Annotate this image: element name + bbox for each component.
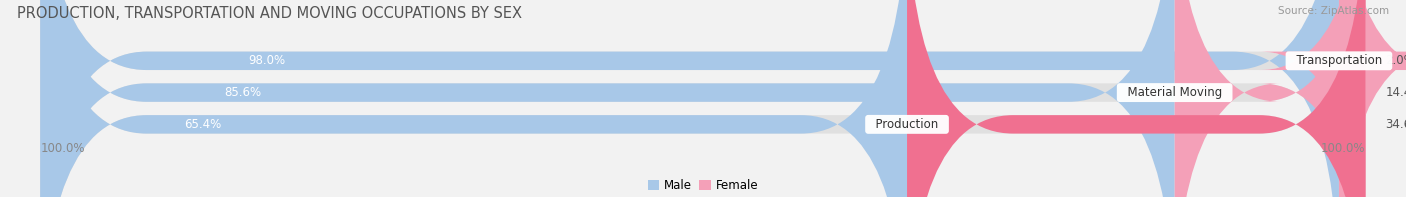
Text: Material Moving: Material Moving — [1119, 86, 1229, 99]
Text: 2.0%: 2.0% — [1385, 54, 1406, 67]
FancyBboxPatch shape — [41, 0, 1365, 197]
Text: 85.6%: 85.6% — [224, 86, 262, 99]
Text: Source: ZipAtlas.com: Source: ZipAtlas.com — [1278, 6, 1389, 16]
FancyBboxPatch shape — [41, 0, 1365, 197]
Text: Transportation: Transportation — [1288, 54, 1389, 67]
FancyBboxPatch shape — [907, 0, 1365, 197]
FancyBboxPatch shape — [41, 0, 1174, 197]
Legend: Male, Female: Male, Female — [643, 175, 763, 197]
Text: 14.4%: 14.4% — [1385, 86, 1406, 99]
Text: 100.0%: 100.0% — [41, 142, 84, 155]
Text: 100.0%: 100.0% — [1322, 142, 1365, 155]
FancyBboxPatch shape — [1260, 0, 1406, 197]
Text: 65.4%: 65.4% — [184, 118, 221, 131]
Text: Production: Production — [868, 118, 946, 131]
FancyBboxPatch shape — [41, 0, 907, 197]
FancyBboxPatch shape — [41, 0, 1339, 197]
FancyBboxPatch shape — [1174, 0, 1365, 197]
Text: 34.6%: 34.6% — [1385, 118, 1406, 131]
Text: 98.0%: 98.0% — [249, 54, 285, 67]
Text: PRODUCTION, TRANSPORTATION AND MOVING OCCUPATIONS BY SEX: PRODUCTION, TRANSPORTATION AND MOVING OC… — [17, 6, 522, 21]
FancyBboxPatch shape — [41, 0, 1365, 197]
